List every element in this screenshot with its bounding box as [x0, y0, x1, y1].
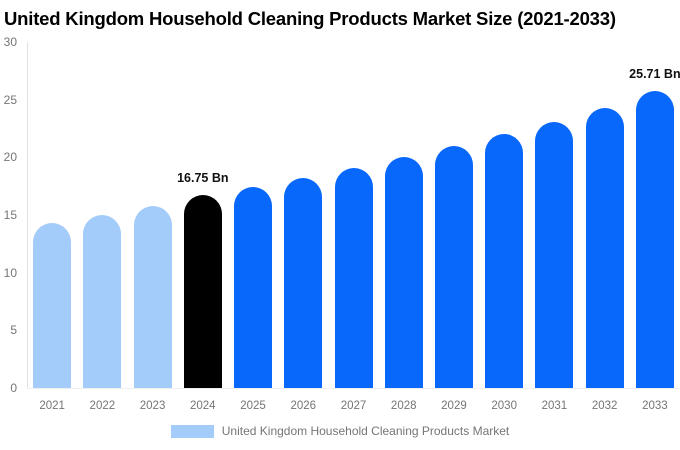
bar-2021[interactable]: [33, 223, 72, 388]
y-tick-label-20: 20: [3, 150, 17, 165]
chart-title: United Kingdom Household Cleaning Produc…: [4, 8, 616, 29]
legend-swatch: [170, 424, 214, 438]
bar-2027[interactable]: [334, 167, 373, 388]
y-tick-label-30: 30: [3, 35, 17, 49]
bar-2031[interactable]: [535, 121, 574, 388]
bar-value-2024: 16.75 Bn: [177, 170, 229, 185]
y-tick-label-15: 15: [3, 208, 17, 222]
x-tick-label-2031: 2031: [541, 400, 568, 412]
bar-2033[interactable]: [635, 91, 674, 388]
bar-2025[interactable]: [234, 187, 273, 388]
x-tick-label-2027: 2027: [340, 400, 367, 412]
legend-label: United Kingdom Household Cleaning Produc…: [221, 424, 510, 438]
x-tick-label-2032: 2032: [591, 400, 618, 412]
x-tick-label-2029: 2029: [441, 400, 467, 412]
x-tick-label-2030: 2030: [491, 400, 517, 412]
x-tick-label-2028: 2028: [390, 400, 417, 412]
bar-2032[interactable]: [585, 107, 624, 388]
x-tick-label-2033: 2033: [642, 400, 668, 412]
bar-2030[interactable]: [485, 134, 524, 388]
y-tick-label-0: 0: [10, 381, 17, 395]
bar-2029[interactable]: [434, 145, 473, 388]
bar-2028[interactable]: [384, 157, 423, 388]
y-tick-label-5: 5: [10, 323, 17, 338]
bar-2026[interactable]: [284, 178, 323, 388]
y-axis-line: [27, 42, 28, 388]
y-tick-label-25: 25: [3, 92, 17, 107]
x-tick-label-2021: 2021: [39, 400, 65, 412]
x-tick-label-2026: 2026: [290, 400, 317, 412]
bar-value-2033: 25.71 Bn: [629, 67, 680, 82]
x-tick-label-2024: 2024: [190, 400, 216, 412]
legend[interactable]: United Kingdom Household Cleaning Produc…: [0, 424, 680, 438]
bar-2024[interactable]: [183, 194, 222, 388]
x-tick-label-2025: 2025: [240, 400, 266, 412]
x-tick-label-2023: 2023: [139, 400, 166, 412]
y-tick-label-10: 10: [3, 265, 17, 280]
x-tick-label-2022: 2022: [89, 400, 116, 412]
bar-2023[interactable]: [133, 205, 172, 388]
x-axis-baseline: [27, 388, 680, 389]
bar-2022[interactable]: [83, 215, 122, 388]
